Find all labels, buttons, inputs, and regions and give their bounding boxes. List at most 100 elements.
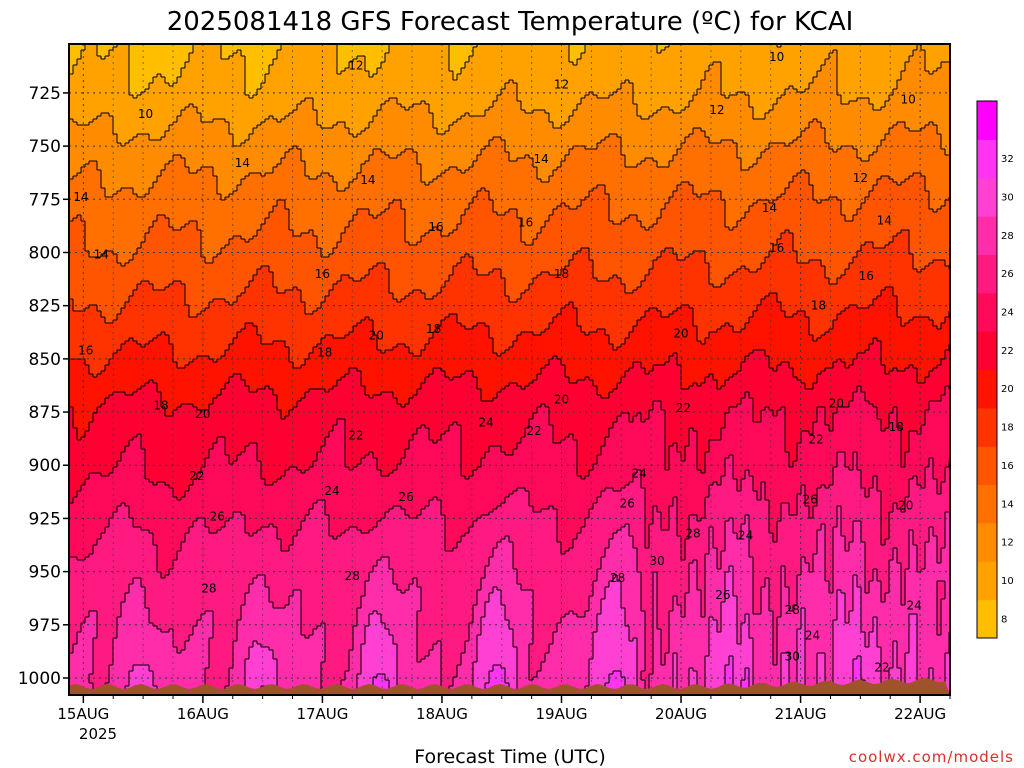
temperature-cell (253, 533, 258, 579)
temperature-cell (685, 389, 690, 447)
temperature-cell (765, 500, 770, 579)
temperature-cell (125, 395, 130, 447)
temperature-cell (337, 191, 342, 243)
temperature-cell (229, 134, 234, 195)
temperature-cell (401, 107, 406, 153)
temperature-cell (325, 296, 330, 336)
temperature-cell (593, 632, 598, 695)
contour-label: 20 (898, 499, 913, 513)
temperature-cell (753, 164, 758, 204)
temperature-cell (845, 551, 850, 624)
temperature-cell (797, 92, 802, 138)
temperature-cell (817, 653, 822, 695)
temperature-cell (209, 611, 214, 639)
temperature-cell (333, 539, 338, 695)
temperature-cell (433, 179, 438, 228)
temperature-cell (89, 257, 94, 306)
temperature-cell (533, 278, 538, 336)
temperature-cell (677, 113, 682, 150)
temperature-cell (717, 485, 722, 570)
temperature-cell (605, 437, 610, 489)
temperature-cell (633, 104, 638, 168)
temperature-cell (513, 161, 518, 210)
colorbar-tick-label: 14 (1001, 499, 1014, 510)
temperature-cell (417, 515, 422, 588)
temperature-cell (113, 134, 118, 195)
temperature-cell (313, 503, 318, 630)
temperature-cell (469, 56, 474, 117)
temperature-cell (693, 251, 698, 327)
temperature-cell (909, 320, 914, 366)
temperature-cell (929, 458, 934, 528)
temperature-cell (649, 674, 654, 695)
temperature-cell (913, 44, 918, 51)
temperature-cell (329, 335, 334, 390)
temperature-cell (825, 368, 830, 426)
temperature-cell (661, 251, 666, 318)
temperature-cell (173, 560, 178, 648)
temperature-cell (641, 671, 646, 681)
temperature-cell (457, 263, 462, 324)
temperature-cell (349, 62, 354, 135)
temperature-cell (785, 503, 790, 588)
temperature-cell (645, 419, 650, 549)
temperature-cell (237, 620, 242, 695)
temperature-cell (461, 653, 466, 695)
temperature-cell (449, 425, 454, 552)
temperature-cell (285, 152, 290, 210)
temperature-cell (289, 230, 294, 291)
temperature-cell (609, 134, 614, 222)
temperature-cell (773, 542, 778, 666)
temperature-cell (805, 389, 810, 432)
temperature-cell (237, 455, 242, 513)
temperature-cell (149, 83, 154, 141)
temperature-cell (261, 122, 266, 177)
temperature-cell (365, 71, 370, 129)
temperature-cell (553, 443, 558, 510)
temperature-cell (645, 44, 650, 120)
temperature-cell (925, 542, 930, 695)
temperature-cell (765, 113, 770, 150)
temperature-cell (313, 389, 318, 462)
temperature-cell (293, 44, 298, 111)
temperature-cell (493, 665, 498, 695)
temperature-cell (613, 575, 618, 672)
temperature-cell (641, 317, 646, 369)
temperature-cell (597, 143, 602, 186)
temperature-cell (145, 608, 150, 666)
temperature-cell (917, 485, 922, 573)
temperature-cell (381, 674, 386, 695)
temperature-cell (485, 401, 490, 453)
colorbar-swatch (977, 561, 997, 601)
contour-label: 26 (620, 497, 635, 511)
temperature-cell (645, 158, 650, 231)
temperature-cell (597, 98, 602, 144)
temperature-cell (581, 44, 586, 54)
temperature-cell (249, 134, 254, 174)
temperature-cell (729, 44, 734, 96)
temperature-cell (173, 281, 178, 363)
temperature-cell (101, 188, 106, 255)
contour-label: 24 (805, 628, 820, 642)
temperature-cell (329, 254, 334, 291)
temperature-cell (389, 203, 394, 294)
temperature-cell (369, 122, 374, 156)
temperature-cell (389, 392, 394, 474)
temperature-cell (853, 659, 858, 695)
temperature-cell (425, 104, 430, 186)
temperature-cell (681, 389, 686, 462)
temperature-cell (849, 401, 854, 471)
temperature-cell (149, 341, 154, 381)
temperature-cell (729, 140, 734, 231)
temperature-cell (397, 200, 402, 303)
temperature-cell (69, 221, 74, 300)
temperature-cell (881, 545, 886, 603)
temperature-cell (925, 191, 930, 267)
temperature-cell (737, 44, 742, 93)
temperature-cell (513, 383, 518, 450)
temperature-cell (561, 617, 566, 695)
temperature-cell (173, 647, 178, 695)
temperature-cell (365, 581, 370, 627)
temperature-cell (865, 44, 870, 99)
temperature-cell (661, 365, 666, 411)
